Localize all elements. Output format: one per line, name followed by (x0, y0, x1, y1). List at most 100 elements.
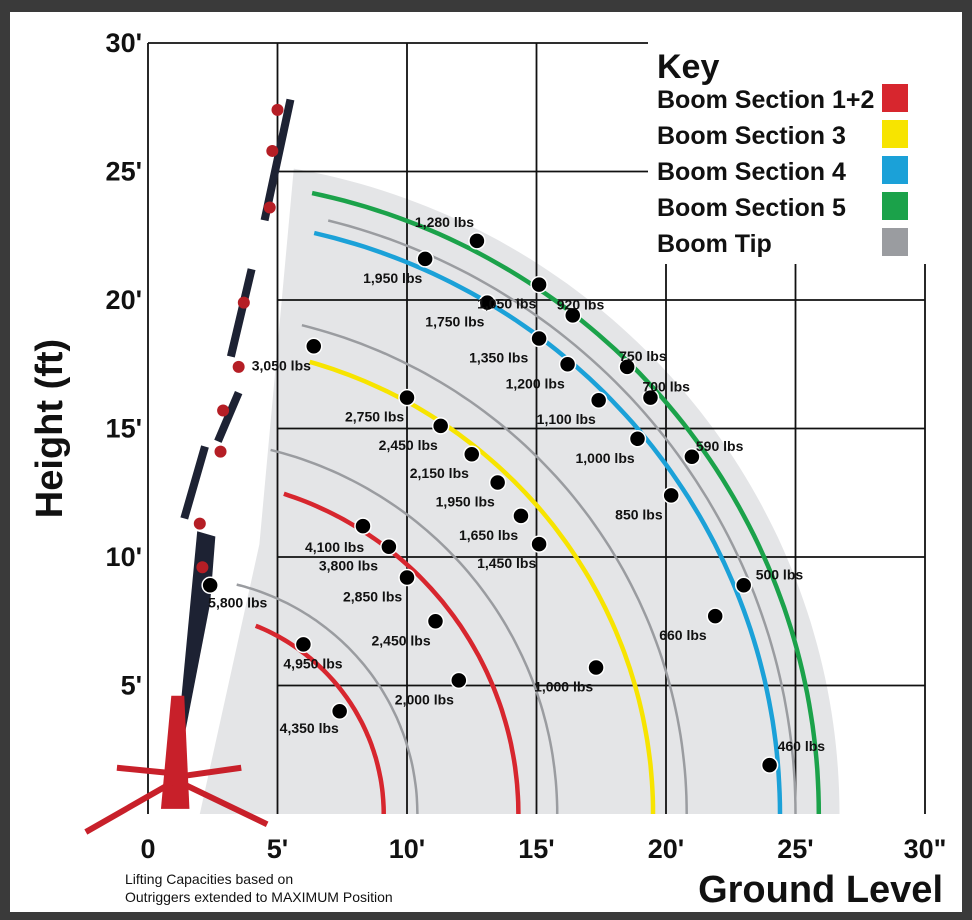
load-label: 5,800 lbs (208, 594, 267, 610)
load-point (641, 388, 660, 407)
load-label: 4,950 lbs (283, 655, 342, 671)
load-point (618, 358, 636, 376)
load-point (530, 275, 548, 294)
load-point (683, 448, 701, 466)
boom-arc (313, 230, 783, 815)
load-point (305, 337, 323, 356)
load-point (380, 537, 398, 556)
load-point (706, 607, 724, 625)
load-label: 4,350 lbs (280, 720, 339, 736)
x-tick-label: 0 (140, 834, 155, 864)
boom-arc (283, 491, 521, 815)
load-label: 2,850 lbs (343, 589, 402, 605)
load-label: 3,800 lbs (319, 558, 378, 574)
load-chart: 5,800 lbs 4,950 lbs 4,350 lbs 4,100 lbs 3,80… (29, 28, 947, 911)
y-axis-title: Height (ft) (29, 339, 71, 518)
load-label: 1,350 lbs (469, 350, 528, 366)
load-label: 590 lbs (696, 438, 744, 454)
boom-joint (214, 445, 227, 458)
load-point (398, 568, 416, 587)
load-label: 500 lbs (756, 566, 804, 582)
load-point (450, 671, 468, 690)
boom-tip-arc (301, 323, 688, 815)
y-tick-label: 10' (106, 542, 142, 572)
load-point (330, 702, 349, 720)
load-point (512, 507, 530, 525)
crane-boom-section (180, 445, 209, 520)
load-label: 2,750 lbs (345, 409, 404, 425)
y-tick-label: 20' (106, 285, 142, 315)
key-swatch (882, 156, 908, 184)
boom-arc (254, 623, 386, 814)
load-point (354, 517, 372, 535)
key-box (648, 42, 928, 264)
load-label: 1,000 lbs (534, 679, 593, 695)
load-point (530, 329, 548, 348)
key-swatch (882, 192, 908, 220)
load-label: 1,650 lbs (459, 527, 518, 543)
load-point (530, 535, 548, 553)
load-label: 1,280 lbs (415, 214, 474, 230)
load-label: 850 lbs (615, 506, 663, 522)
load-label: 700 lbs (642, 379, 690, 395)
load-point (628, 430, 647, 448)
load-point (662, 486, 680, 505)
load-label: 2,450 lbs (371, 632, 430, 648)
boom-joint (266, 144, 279, 157)
load-point (431, 417, 450, 435)
load-point (734, 576, 753, 595)
load-point (760, 756, 779, 774)
load-label: 3,050 lbs (252, 357, 311, 373)
load-point (564, 306, 582, 325)
load-label: 4,100 lbs (305, 539, 364, 555)
y-tick-label: 25' (106, 157, 142, 187)
x-tick-label: 25' (777, 834, 813, 864)
load-point (468, 232, 486, 250)
footnote-line: Outriggers extended to MAXIMUM Position (125, 889, 393, 905)
boom-tip-arc (327, 219, 797, 815)
load-point (589, 391, 608, 409)
x-tick-label: 5' (267, 834, 288, 864)
load-label: 750 lbs (619, 348, 667, 364)
key-item-label: Boom Section 5 (657, 194, 846, 222)
key-item-label: Boom Section 3 (657, 122, 846, 150)
load-label: 1,050 lbs (477, 296, 536, 312)
x-tick-label: 30" (904, 834, 947, 864)
crane-outrigger (84, 780, 173, 835)
load-label: 2,450 lbs (379, 437, 438, 453)
boom-joint (217, 404, 230, 417)
crane-body (160, 695, 190, 809)
boom-joint (232, 360, 245, 373)
boom-tip-arc (236, 583, 419, 815)
x-tick-label: 10' (389, 834, 425, 864)
load-label: 660 lbs (659, 627, 707, 643)
load-label: 460 lbs (778, 738, 826, 754)
key-swatch (882, 84, 908, 112)
boom-joint (193, 517, 206, 530)
load-point (398, 388, 416, 407)
load-label: 1,950 lbs (363, 270, 422, 286)
y-tick-label: 5' (121, 671, 142, 701)
crane-boom-section (226, 268, 256, 358)
crane-boom-section (260, 98, 295, 222)
boom-arc (311, 190, 822, 815)
load-label: 1,200 lbs (506, 375, 565, 391)
load-label: 1,100 lbs (537, 411, 596, 427)
boom-joint (196, 561, 209, 574)
load-point (294, 635, 313, 654)
load-point (478, 293, 497, 312)
key-item-label: Boom Tip (657, 230, 772, 258)
key-item-label: Boom Section 1+2 (657, 86, 874, 114)
y-tick-label: 30' (106, 28, 142, 58)
load-label: 1,450 lbs (477, 555, 536, 571)
key-title: Key (657, 48, 719, 86)
x-axis-title: Ground Level (698, 869, 943, 911)
load-point (587, 658, 605, 677)
load-point (488, 473, 507, 492)
load-point (463, 445, 481, 463)
load-point (558, 355, 577, 373)
x-tick-label: 20' (648, 834, 684, 864)
key-swatch (882, 120, 908, 148)
boom-joint (263, 201, 276, 214)
